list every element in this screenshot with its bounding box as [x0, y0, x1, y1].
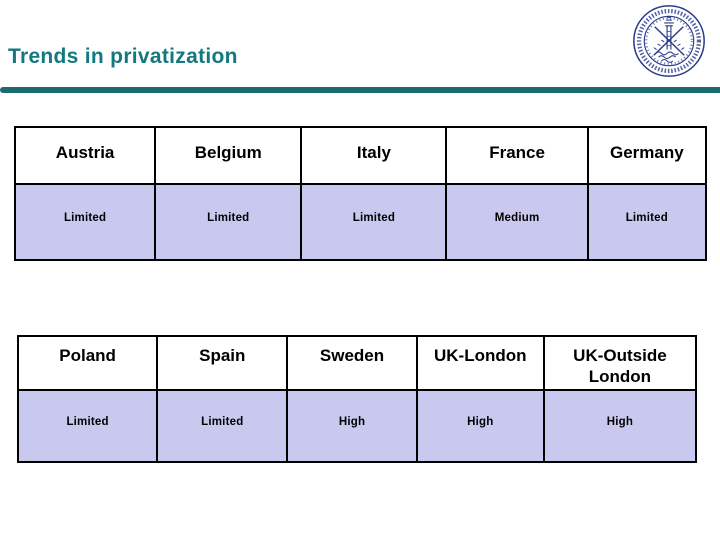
header-cell-sweden: Sweden — [288, 337, 418, 389]
table-value-row: Limited Limited Limited Medium Limited — [16, 185, 705, 259]
privatization-table-europe-2: Poland Spain Sweden UK-London UK-Outside… — [17, 335, 697, 463]
header-cell-france: France — [447, 128, 589, 183]
value-cell-italy: Limited — [302, 185, 448, 259]
header-cell-uk-outside-london: UK-Outside London — [544, 337, 695, 389]
header-cell-italy: Italy — [302, 128, 448, 183]
university-seal-icon — [633, 5, 705, 77]
header-cell-poland: Poland — [19, 337, 159, 389]
header-cell-spain: Spain — [158, 337, 289, 389]
table-header-row: Austria Belgium Italy France Germany — [16, 128, 705, 185]
value-cell-poland: Limited — [19, 391, 159, 461]
header-cell-uk-london: UK-London — [417, 337, 545, 389]
page-title: Trends in privatization — [8, 45, 238, 68]
value-cell-austria: Limited — [16, 185, 157, 259]
value-cell-uk-london: High — [417, 391, 545, 461]
value-cell-sweden: High — [288, 391, 418, 461]
title-divider-rule — [0, 87, 720, 93]
table-value-row: Limited Limited High High High — [19, 391, 695, 461]
table-header-row: Poland Spain Sweden UK-London UK-Outside… — [19, 337, 695, 391]
header-cell-belgium: Belgium — [156, 128, 303, 183]
header-cell-germany: Germany — [588, 128, 705, 183]
value-cell-france: Medium — [447, 185, 589, 259]
value-cell-spain: Limited — [158, 391, 289, 461]
privatization-table-europe-1: Austria Belgium Italy France Germany Lim… — [14, 126, 707, 261]
header-cell-austria: Austria — [16, 128, 157, 183]
value-cell-germany: Limited — [588, 185, 705, 259]
value-cell-belgium: Limited — [156, 185, 303, 259]
value-cell-uk-outside-london: High — [544, 391, 695, 461]
